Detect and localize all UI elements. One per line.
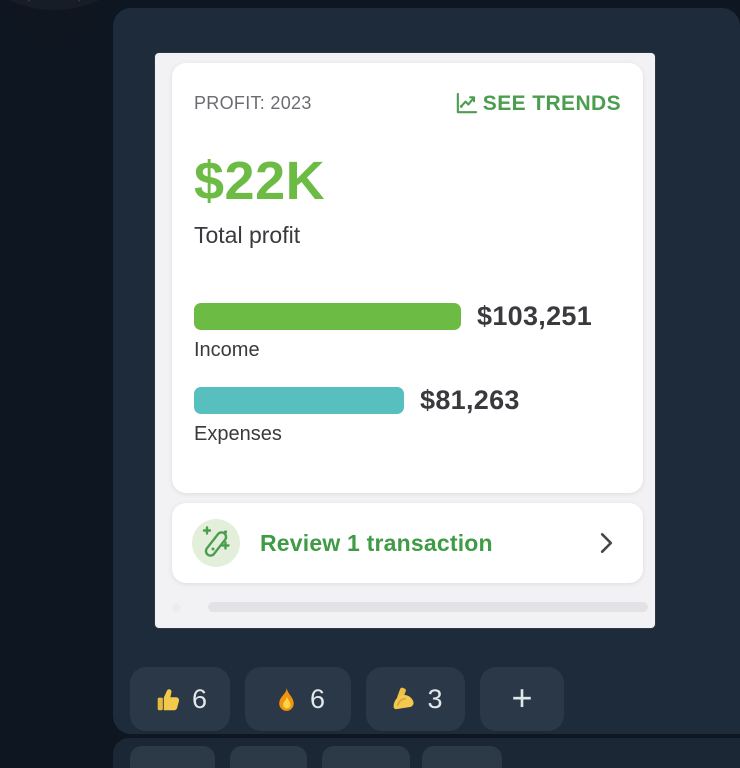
expenses-bar [194, 387, 404, 414]
reaction-pill-partial[interactable] [130, 746, 215, 768]
embed-frame: PROFIT: 2023 SEE TRENDS $22K Total profi… [155, 53, 655, 628]
reaction-thumbs-up[interactable]: 6 [130, 667, 230, 731]
horizontal-scrollbar[interactable] [155, 602, 655, 612]
reactions-row: 6 6 3 + [130, 667, 564, 731]
income-label: Income [194, 339, 260, 361]
total-profit-amount: $22K [194, 151, 326, 211]
reaction-pill-partial[interactable] [322, 746, 410, 768]
total-profit-label: Total profit [194, 222, 301, 248]
reaction-pill-partial[interactable] [422, 746, 502, 768]
income-bar [194, 303, 461, 330]
add-reaction-button[interactable]: + [480, 667, 564, 731]
profit-bars: $103,251 Income $81,263 Expenses [194, 301, 621, 446]
next-message-bubble [113, 738, 740, 768]
flex-icon [394, 687, 415, 710]
review-transaction-card[interactable]: Review 1 transaction [172, 503, 643, 583]
reaction-fire[interactable]: 6 [245, 667, 351, 731]
fire-icon [279, 686, 294, 711]
expenses-value: $81,263 [420, 385, 520, 415]
profit-card: PROFIT: 2023 SEE TRENDS $22K Total profi… [172, 63, 643, 493]
see-trends-label: SEE TRENDS [482, 91, 621, 115]
see-trends-button[interactable]: SEE TRENDS [454, 91, 621, 116]
message-bubble: PROFIT: 2023 SEE TRENDS $22K Total profi… [113, 8, 740, 734]
reaction-count: 6 [309, 683, 326, 714]
scrollbar-dot [172, 603, 181, 612]
reaction-count: 6 [191, 683, 208, 714]
magic-wand-icon [192, 519, 240, 567]
avatar-logo-icon [8, 0, 100, 42]
profit-period-label: PROFIT: 2023 [194, 93, 312, 113]
scrollbar-thumb[interactable] [208, 602, 648, 612]
income-value: $103,251 [477, 301, 593, 331]
profit-card-header: PROFIT: 2023 SEE TRENDS [194, 91, 621, 116]
avatar[interactable] [8, 0, 100, 42]
chevron-right-icon [600, 532, 613, 554]
plus-icon: + [511, 676, 533, 718]
thumbs-up-icon [157, 689, 180, 711]
review-transaction-label: Review 1 transaction [260, 529, 493, 556]
reaction-flex[interactable]: 3 [366, 667, 465, 731]
expenses-bar-row: $81,263 [194, 385, 621, 416]
reaction-count: 3 [427, 683, 443, 714]
expenses-label: Expenses [194, 423, 282, 445]
income-bar-row: $103,251 [194, 301, 621, 332]
trend-chart-icon [456, 92, 477, 114]
reaction-pill-partial[interactable] [230, 746, 307, 768]
